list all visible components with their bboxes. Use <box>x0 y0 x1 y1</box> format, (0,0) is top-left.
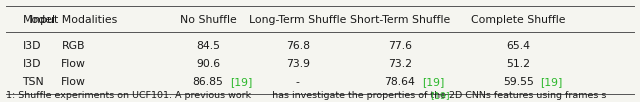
Text: 77.6: 77.6 <box>388 41 412 51</box>
Text: Model: Model <box>22 15 56 25</box>
Text: I3D: I3D <box>22 59 41 69</box>
Text: 73.2: 73.2 <box>388 59 412 69</box>
Text: 73.9: 73.9 <box>285 59 310 69</box>
Text: 51.2: 51.2 <box>506 59 531 69</box>
Text: RGB: RGB <box>62 41 85 51</box>
Text: 65.4: 65.4 <box>506 41 531 51</box>
Text: 76.8: 76.8 <box>285 41 310 51</box>
Text: 84.5: 84.5 <box>196 41 220 51</box>
Text: 1: Shuffle experiments on UCF101. A previous work       has investigate the prop: 1: Shuffle experiments on UCF101. A prev… <box>6 91 607 100</box>
Text: Input Modalities: Input Modalities <box>30 15 117 25</box>
Text: [19]: [19] <box>422 77 444 87</box>
Text: I3D: I3D <box>22 41 41 51</box>
Text: [19]: [19] <box>430 91 449 100</box>
Text: [19]: [19] <box>230 77 252 87</box>
Text: 59.55: 59.55 <box>503 77 534 87</box>
Text: Flow: Flow <box>61 59 86 69</box>
Text: Flow: Flow <box>61 77 86 87</box>
Text: -: - <box>296 77 300 87</box>
Text: No Shuffle: No Shuffle <box>180 15 236 25</box>
Text: [19]: [19] <box>540 77 563 87</box>
Text: Long-Term Shuffle: Long-Term Shuffle <box>249 15 346 25</box>
Text: Short-Term Shuffle: Short-Term Shuffle <box>350 15 450 25</box>
Text: 90.6: 90.6 <box>196 59 220 69</box>
Text: Complete Shuffle: Complete Shuffle <box>471 15 566 25</box>
Text: 86.85: 86.85 <box>193 77 223 87</box>
Text: TSN: TSN <box>22 77 44 87</box>
Text: 1: Shuffle experiments on UCF101. A previous work: 1: Shuffle experiments on UCF101. A prev… <box>6 91 255 100</box>
Text: 78.64: 78.64 <box>385 77 415 87</box>
